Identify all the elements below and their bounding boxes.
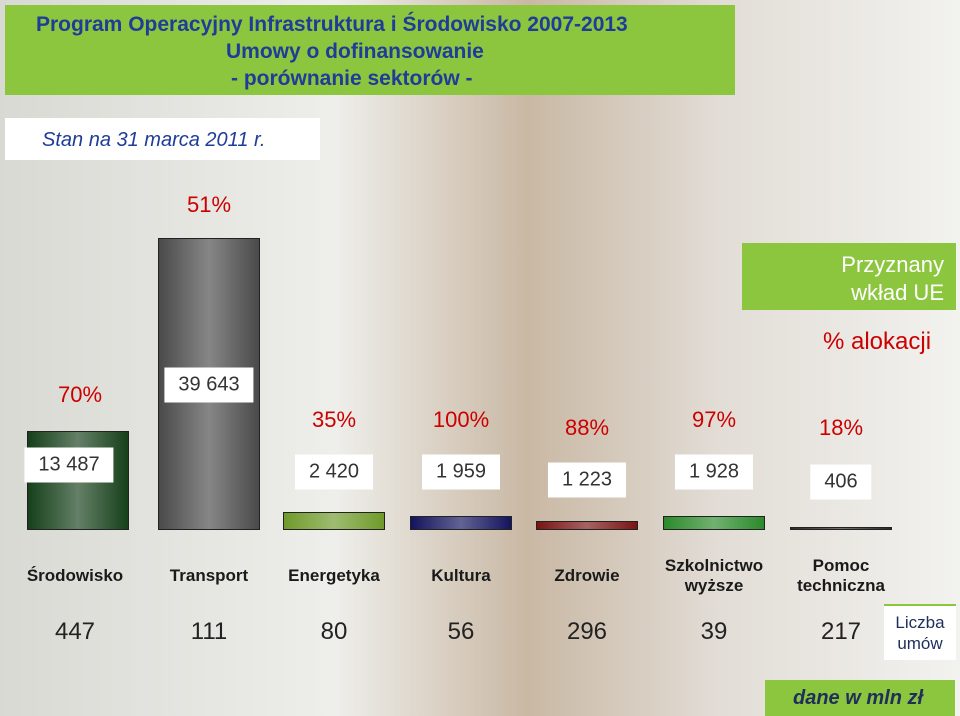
note: dane w mln zł <box>793 687 924 709</box>
title-line: Umowy o dofinansowanie <box>226 40 484 63</box>
allocation-label: 100% <box>432 407 490 432</box>
note-box: dane w mln zł <box>765 680 955 716</box>
legend-count: Liczba umów <box>895 613 945 653</box>
count-label: 296 <box>566 618 608 645</box>
legend-eu: Przyznany wkład UE <box>841 252 944 305</box>
bar <box>283 512 385 530</box>
title-line: - porównanie sektorów - <box>231 67 473 90</box>
title-line: Program Operacyjny Infrastruktura i Środ… <box>36 13 628 36</box>
value-label: 13 487 <box>24 447 114 483</box>
category-label: Kultura <box>431 566 491 585</box>
count-label: 217 <box>820 618 862 645</box>
category-label: Pomoc techniczna <box>797 556 885 595</box>
count-label: 39 <box>700 618 728 645</box>
value-label: 406 <box>810 464 872 500</box>
bar <box>536 520 638 530</box>
bar <box>663 515 765 530</box>
count-box: Liczba umów <box>884 604 956 660</box>
subtitle-box: Stan na 31 marca 2011 r. <box>5 118 320 160</box>
legend-box: Przyznany wkład UE <box>742 243 956 310</box>
bar <box>410 515 512 530</box>
allocation-label: 51% <box>186 192 232 217</box>
allocation-label: 18% <box>818 415 864 440</box>
category-label: Transport <box>169 566 249 585</box>
category-label: Szkolnictwo wyższe <box>664 556 764 595</box>
allocation-label: 35% <box>311 407 357 432</box>
title: Program Operacyjny Infrastruktura i Środ… <box>5 5 735 92</box>
category-label: Zdrowie <box>554 566 620 585</box>
category-label: Środowisko <box>26 566 124 585</box>
bar <box>790 527 892 530</box>
allocation-label: 97% <box>691 407 737 432</box>
allocation-label: 70% <box>57 382 103 407</box>
value-label: 2 420 <box>294 454 374 490</box>
title-box: Program Operacyjny Infrastruktura i Środ… <box>5 5 735 95</box>
allocation-label: 88% <box>564 415 610 440</box>
count-label: 80 <box>320 618 348 645</box>
subtitle: Stan na 31 marca 2011 r. <box>42 129 266 151</box>
value-label: 1 223 <box>547 462 627 498</box>
value-label: 1 959 <box>421 454 501 490</box>
value-label: 39 643 <box>164 367 254 403</box>
count-label: 447 <box>54 618 96 645</box>
category-label: Energetyka <box>288 566 380 585</box>
count-label: 111 <box>190 618 228 645</box>
count-label: 56 <box>447 618 475 645</box>
legend-allocation: % alokacji <box>822 328 932 355</box>
value-label: 1 928 <box>674 454 754 490</box>
